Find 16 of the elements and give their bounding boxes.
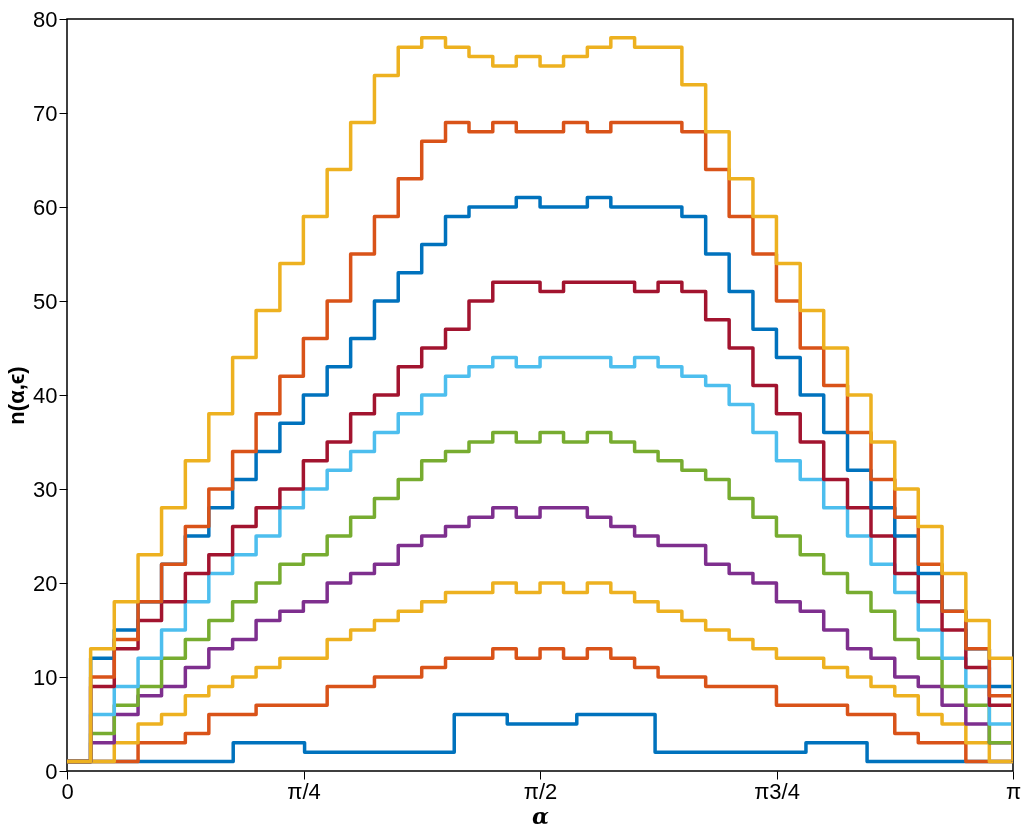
x-tick-label: π [1005,778,1022,804]
y-tick-label: 60 [33,194,58,220]
x-axis-title: α [532,802,550,829]
y-tick-label: 20 [33,570,58,596]
y-axis-title: n(α,ϵ) [4,366,30,425]
x-tick-label: π3/4 [754,778,800,804]
y-tick-label: 0 [45,758,58,784]
y-tick-label: 10 [33,664,58,690]
x-tick-label: π/2 [523,778,558,804]
y-tick-label: 30 [33,476,58,502]
y-tick-label: 70 [33,100,58,126]
x-tick-label: 0 [61,778,74,804]
y-tick-label: 50 [33,288,58,314]
x-tick-label: π/4 [287,778,321,804]
y-tick-label: 80 [33,6,58,32]
y-tick-label: 40 [33,382,58,408]
